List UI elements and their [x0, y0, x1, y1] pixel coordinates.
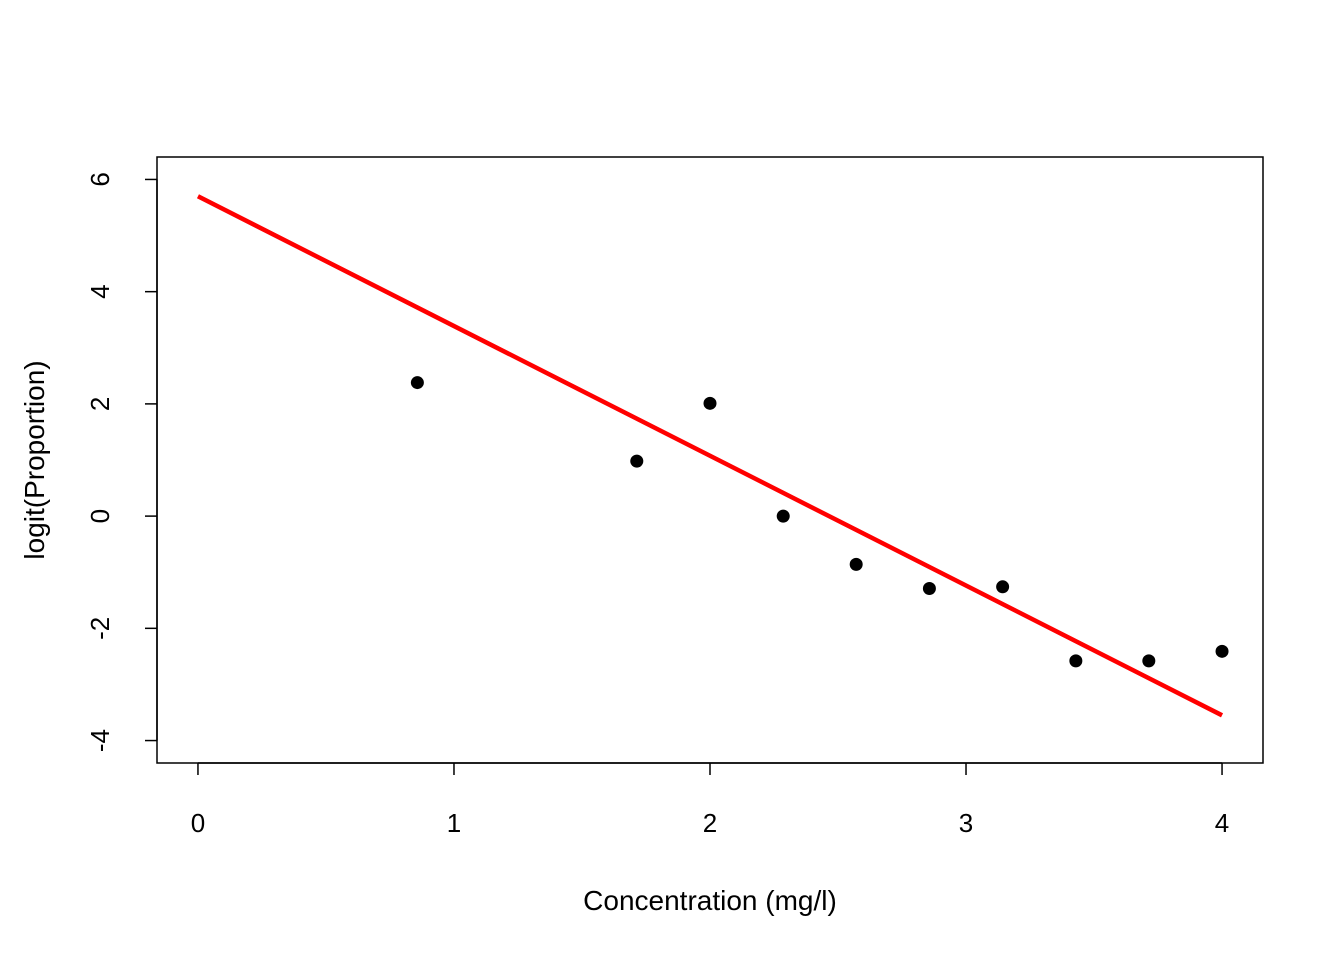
x-tick-label: 4 — [1215, 808, 1229, 838]
x-axis-title: Concentration (mg/l) — [583, 885, 837, 916]
data-point — [630, 454, 644, 468]
x-tick-label: 3 — [959, 808, 973, 838]
x-tick-label: 0 — [191, 808, 205, 838]
data-point — [703, 396, 717, 410]
x-tick-label: 1 — [447, 808, 461, 838]
x-axis: 0 1 2 3 4 — [191, 762, 1229, 838]
y-axis: -4 -2 0 2 4 6 — [85, 172, 158, 752]
fitted-line-layer — [196, 194, 1224, 718]
data-point — [922, 581, 936, 595]
y-tick-label: 0 — [85, 509, 115, 523]
y-tick-label: 6 — [85, 172, 115, 186]
x-tick-label: 2 — [703, 808, 717, 838]
data-point — [1215, 644, 1229, 658]
points-layer — [410, 376, 1229, 668]
y-tick-label: -2 — [85, 617, 115, 640]
plot-frame — [156, 156, 1264, 764]
y-tick-label: 2 — [85, 397, 115, 411]
data-point — [1142, 654, 1156, 668]
fitted-line — [196, 194, 1224, 718]
y-tick-label: -4 — [85, 729, 115, 752]
data-point — [849, 557, 863, 571]
data-point — [996, 580, 1010, 594]
y-tick-label: 4 — [85, 284, 115, 298]
data-point — [410, 376, 424, 390]
y-axis-title: logit(Proportion) — [19, 360, 50, 559]
data-point — [1069, 654, 1083, 668]
data-point — [776, 509, 790, 523]
